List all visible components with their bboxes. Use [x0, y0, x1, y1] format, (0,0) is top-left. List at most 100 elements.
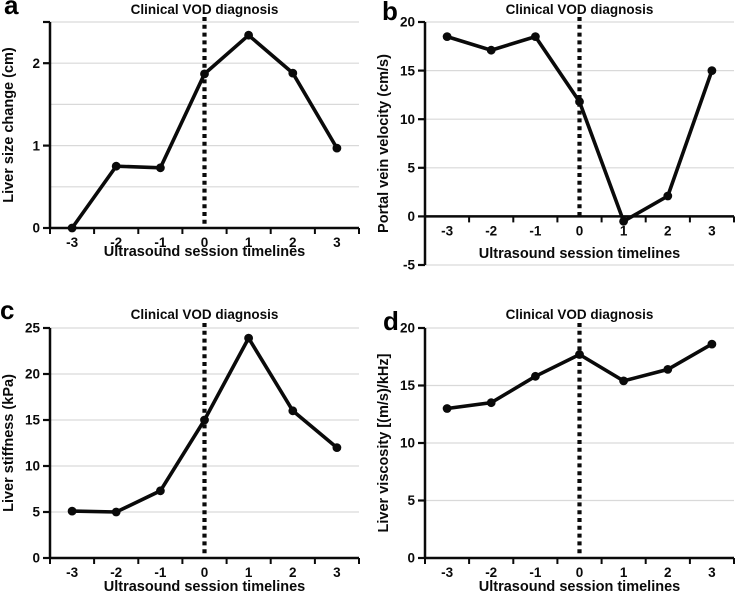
x-tick-label: 0 [576, 565, 584, 580]
data-point [67, 506, 77, 516]
y-axis: 0 5 10 15 20 25 [25, 321, 52, 566]
y-tick-label: 0 [32, 551, 40, 566]
chart-title: Clinical VOD diagnosis [131, 2, 279, 17]
x-axis: -3 -2 -1 0 1 2 3 [49, 556, 360, 580]
series-markers [67, 333, 342, 517]
chart-d-liver-viscosity: 0 5 10 15 20 -3 -2 -1 0 1 2 3 Clinical VOD diagnosis… [376, 307, 735, 595]
x-tick-label: 2 [664, 223, 672, 238]
series-markers [67, 30, 342, 233]
y-axis-title: Liver size change (cm) [1, 47, 17, 203]
y-axis: 0 5 10 15 20 [400, 321, 427, 566]
y-tick-label: 15 [25, 413, 41, 428]
data-point [575, 350, 584, 359]
data-point [575, 97, 584, 107]
gridlines [425, 21, 734, 266]
y-tick-label: 2 [32, 56, 40, 71]
y-tick-label: 5 [32, 505, 40, 520]
data-point [619, 376, 628, 386]
y-tick-label: 20 [400, 15, 415, 30]
x-tick-label: 1 [245, 565, 253, 580]
data-point [486, 45, 496, 55]
data-point [156, 486, 165, 496]
x-tick-label: 0 [201, 565, 209, 580]
data-point [156, 163, 165, 173]
y-axis-title: Portal vein velocity (cm/s) [376, 54, 392, 233]
x-tick-label: -2 [485, 223, 497, 238]
y-tick-label: 10 [25, 459, 40, 474]
data-point [200, 415, 209, 425]
x-tick-label: 1 [245, 235, 253, 250]
y-axis-title: Liver stiffness (kPa) [1, 374, 17, 512]
x-tick-label: -2 [110, 565, 122, 580]
x-tick-label: 3 [333, 235, 341, 250]
panel-letter-d: d [383, 306, 399, 336]
x-axis-title: Ultrasound session timelines [104, 244, 305, 260]
data-point [486, 398, 496, 408]
x-tick-label: 2 [289, 565, 297, 580]
y-tick-label: 1 [32, 138, 40, 153]
panel-a: a 0 1 2 -3 -2 -1 0 1 2 3 Clinical VOD diagnosis Liv… [0, 0, 375, 300]
x-axis-title: Ultrasound session timelines [104, 579, 305, 595]
y-tick-label: 0 [32, 221, 40, 236]
data-point [244, 333, 254, 343]
y-tick-label: 20 [400, 321, 415, 336]
series-markers [442, 339, 717, 413]
panel-b: b -5 0 5 10 15 20 -3 -2 -1 0 1 2 3 Clinical VOD diagn… [375, 0, 750, 300]
data-point [67, 223, 77, 233]
data-point [707, 66, 717, 75]
x-tick-label: -1 [529, 565, 541, 580]
x-axis-title: Ultrasound session timelines [479, 579, 680, 595]
x-tick-label: 2 [664, 565, 672, 580]
x-tick-label: 0 [201, 235, 209, 250]
panel-letter-b: b [382, 0, 398, 26]
x-tick-label: -1 [529, 223, 541, 238]
y-tick-label: 0 [407, 209, 415, 224]
data-point [619, 216, 628, 226]
data-point [288, 68, 298, 78]
x-axis-title: Ultrasound session timelines [479, 246, 680, 262]
y-tick-label: 5 [407, 161, 415, 176]
x-tick-label: 3 [708, 223, 716, 238]
x-tick-label: 3 [708, 565, 716, 580]
data-point [111, 161, 121, 171]
data-point [531, 32, 540, 41]
y-tick-label: 0 [407, 551, 415, 566]
y-tick-label: 25 [25, 321, 41, 336]
chart-title: Clinical VOD diagnosis [506, 2, 654, 17]
y-axis: -5 0 5 10 15 20 [400, 15, 427, 273]
x-tick-label: -2 [110, 235, 122, 250]
chart-b-portal-vein-velocity: -5 0 5 10 15 20 -3 -2 -1 0 1 2 3 Clinical VOD diagnos… [376, 2, 735, 273]
data-point [442, 404, 452, 413]
x-tick-label: -2 [485, 565, 497, 580]
y-axis: 0 1 2 [32, 20, 52, 236]
panel-letter-c: c [0, 295, 15, 325]
chart-c-liver-stiffness: 0 5 10 15 20 25 -3 -2 -1 0 1 2 3 Clinical VOD diagnos… [1, 307, 360, 595]
y-tick-label: 10 [400, 436, 415, 451]
y-tick-label: 20 [25, 367, 40, 382]
x-tick-label: -1 [154, 565, 166, 580]
data-point [707, 339, 717, 349]
x-tick-label: -3 [66, 565, 78, 580]
y-tick-label: 15 [400, 378, 416, 393]
panel-d: d 0 5 10 15 20 -3 -2 -1 0 1 2 3 Clinical VOD diagnos… [375, 300, 750, 603]
x-tick-label: 2 [289, 235, 297, 250]
x-axis: -3 -2 -1 0 1 2 3 [49, 226, 360, 250]
x-tick-label: 1 [620, 223, 628, 238]
x-tick-label: 1 [620, 565, 628, 580]
chart-a-liver-size: 0 1 2 -3 -2 -1 0 1 2 3 Clinical VOD diagnosis Liver… [1, 2, 360, 260]
data-point [111, 507, 121, 517]
x-tick-label: -3 [441, 223, 453, 238]
x-axis: -3 -2 -1 0 1 2 3 [424, 215, 735, 238]
chart-title: Clinical VOD diagnosis [506, 307, 654, 322]
data-point [442, 32, 452, 41]
y-tick-label: 5 [407, 493, 415, 508]
panel-letter-a: a [4, 0, 19, 20]
x-tick-label: -1 [154, 235, 166, 250]
data-point [663, 365, 673, 374]
y-tick-label: 10 [400, 112, 415, 127]
x-axis: -3 -2 -1 0 1 2 3 [424, 556, 735, 580]
data-point [332, 143, 342, 153]
y-tick-label: 15 [400, 63, 416, 78]
data-point [663, 191, 673, 201]
